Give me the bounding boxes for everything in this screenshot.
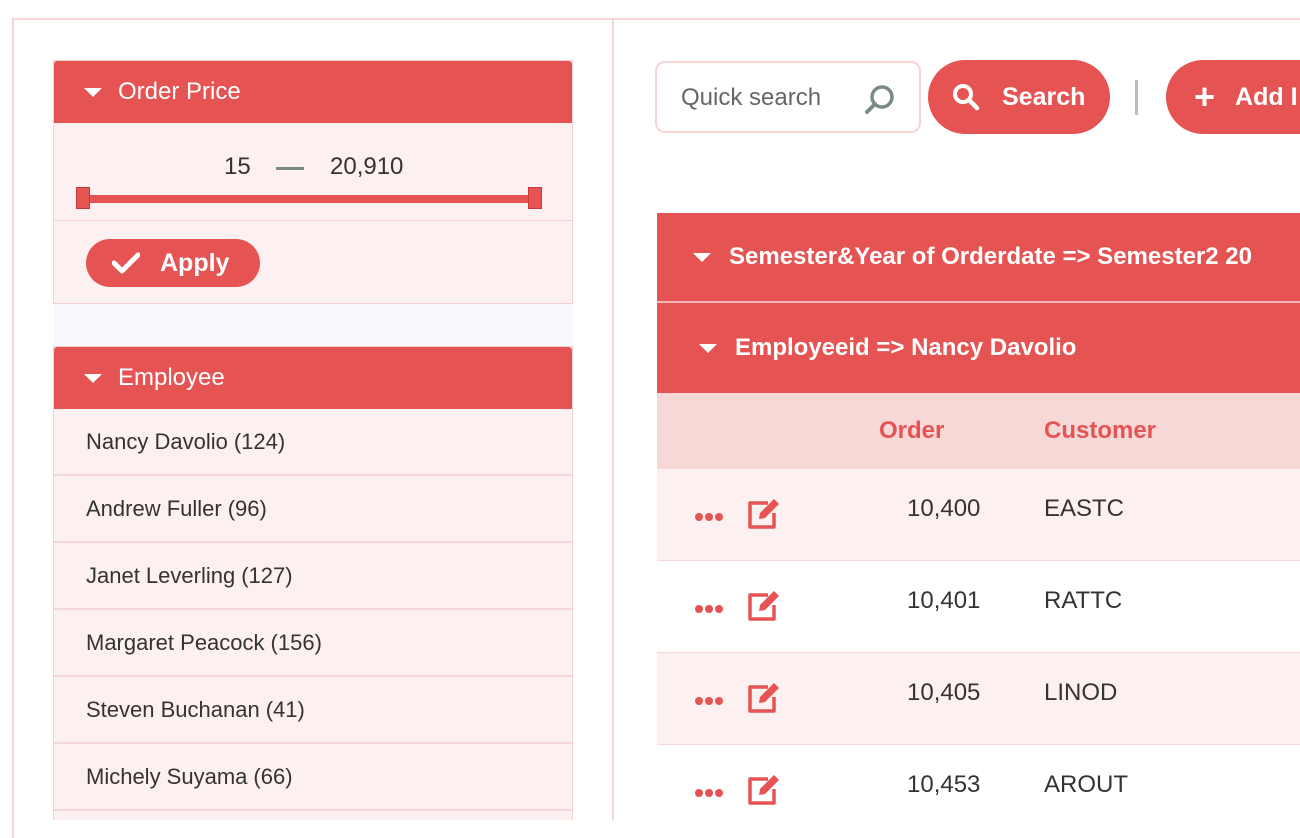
employee-name: Margaret Peacock xyxy=(86,629,265,655)
collapse-triangle-icon xyxy=(693,252,711,262)
collapse-triangle-icon xyxy=(84,373,102,383)
order-number: 10,401 xyxy=(907,587,981,614)
edit-icon[interactable] xyxy=(746,497,782,531)
price-range-slider: 15 20,910 xyxy=(54,123,572,221)
employee-count: (124) xyxy=(233,428,286,454)
order-price-filter-panel: Order Price 15 20,910 Apply xyxy=(53,60,573,304)
employee-item[interactable]: Margaret Peacock (156) xyxy=(54,610,572,677)
employee-count: (127) xyxy=(241,562,293,588)
range-dash xyxy=(276,167,304,170)
order-number: 10,400 xyxy=(907,495,981,522)
edit-icon[interactable] xyxy=(746,681,782,715)
price-min-value: 15 xyxy=(224,153,251,180)
quick-search-box xyxy=(655,61,921,133)
search-icon xyxy=(953,84,980,111)
employee-filter-panel: Employee Nancy Davolio (124) Andrew Full… xyxy=(53,346,573,820)
add-button[interactable]: + Add I xyxy=(1166,60,1300,134)
order-price-title: Order Price xyxy=(118,78,241,105)
employee-item[interactable]: Andrew Fuller (96) xyxy=(54,476,572,543)
ellipsis-icon[interactable] xyxy=(695,513,727,523)
employee-name: Michely Suyama xyxy=(86,763,248,789)
orders-grid: Semester&Year of Orderdate => Semester2 … xyxy=(657,213,1300,820)
customer-code: RATTC xyxy=(1044,587,1123,614)
collapse-triangle-icon xyxy=(699,343,717,353)
add-label: Add I xyxy=(1235,82,1298,111)
employee-count: (96) xyxy=(227,495,267,521)
apply-label: Apply xyxy=(160,248,230,277)
employee-count: (41) xyxy=(265,696,305,722)
column-header-row: Order Customer xyxy=(657,393,1300,469)
slider-min-handle[interactable] xyxy=(76,187,90,209)
edit-icon[interactable] xyxy=(746,589,782,623)
slider-track[interactable] xyxy=(84,195,536,203)
order-number: 10,405 xyxy=(907,679,981,706)
group-employee-label: Employeeid => Nancy Davolio xyxy=(735,334,1077,361)
check-icon xyxy=(112,252,140,274)
panel-divider xyxy=(612,18,614,820)
search-label: Search xyxy=(1002,82,1086,111)
employee-count: (66) xyxy=(253,763,293,789)
employee-title: Employee xyxy=(118,364,225,391)
column-header-customer[interactable]: Customer xyxy=(1044,417,1157,444)
employee-name: Nancy Davolio xyxy=(86,428,228,454)
employee-count: (156) xyxy=(270,629,322,655)
ellipsis-icon[interactable] xyxy=(695,789,727,799)
grid-viewport: + Add I Semester&Year of Orderdate => Se… xyxy=(657,0,1300,820)
price-max-value: 20,910 xyxy=(330,153,404,180)
collapse-triangle-icon xyxy=(84,87,102,97)
employee-item[interactable]: Steven Buchanan (41) xyxy=(54,677,572,744)
edit-icon[interactable] xyxy=(746,773,782,807)
table-row: 10,405 LINOD xyxy=(657,653,1300,745)
employee-header[interactable]: Employee xyxy=(54,347,572,409)
app-frame xyxy=(12,18,1300,838)
ellipsis-icon[interactable] xyxy=(695,697,727,707)
customer-code: EASTC xyxy=(1044,495,1125,522)
employee-name: Janet Leverling xyxy=(86,562,236,588)
customer-code: LINOD xyxy=(1044,679,1118,706)
panel-gap xyxy=(53,304,573,346)
employee-item[interactable] xyxy=(54,811,572,820)
employee-name: Steven Buchanan xyxy=(86,696,260,722)
group-semester-label: Semester&Year of Orderdate => Semester2 … xyxy=(729,243,1252,270)
ellipsis-icon[interactable] xyxy=(695,605,727,615)
employee-item[interactable]: Janet Leverling (127) xyxy=(54,543,572,610)
table-row: 10,453 AROUT xyxy=(657,745,1300,820)
group-row-employee[interactable]: Employeeid => Nancy Davolio xyxy=(657,303,1300,393)
table-row: 10,401 RATTC xyxy=(657,561,1300,653)
order-price-header[interactable]: Order Price xyxy=(54,61,572,123)
order-number: 10,453 xyxy=(907,771,981,798)
table-row: 10,400 EASTC xyxy=(657,469,1300,561)
apply-button[interactable]: Apply xyxy=(86,239,260,287)
toolbar-separator xyxy=(1135,80,1138,115)
slider-max-handle[interactable] xyxy=(528,187,542,209)
employee-name: Andrew Fuller xyxy=(86,495,222,521)
quick-search-input[interactable] xyxy=(681,81,861,115)
customer-code: AROUT xyxy=(1044,771,1128,798)
employee-item[interactable]: Michely Suyama (66) xyxy=(54,744,572,811)
plus-icon: + xyxy=(1194,76,1216,117)
magnifier-icon[interactable] xyxy=(863,83,897,117)
group-row-semester[interactable]: Semester&Year of Orderdate => Semester2 … xyxy=(657,213,1300,303)
column-header-order[interactable]: Order xyxy=(879,417,945,444)
search-button[interactable]: Search xyxy=(928,60,1110,134)
employee-item[interactable]: Nancy Davolio (124) xyxy=(54,409,572,476)
